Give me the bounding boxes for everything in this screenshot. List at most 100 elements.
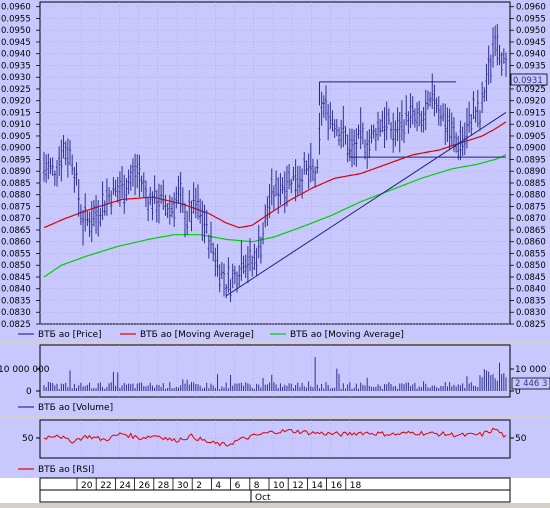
- volume-left-tick: 10 000 000: [0, 365, 50, 375]
- price-tick-label-left: 0.0945: [1, 38, 31, 48]
- price-tick-label-right: 0.0860: [516, 238, 546, 248]
- ma-green-line: [43, 154, 507, 278]
- day-label: 22: [100, 481, 111, 491]
- price-tick-label-right: 0.0960: [516, 3, 546, 13]
- last-price-label: 0.0931: [513, 76, 543, 86]
- price-legend: ВТБ ао [Price] ВТБ ао [Moving Average] В…: [18, 330, 404, 340]
- ascending-trendline: [225, 112, 507, 297]
- ma-green-path: [43, 154, 507, 278]
- day-label: 10: [273, 481, 285, 491]
- price-tick-label-right: 0.0945: [516, 38, 546, 48]
- price-tick-label-left: 0.0930: [1, 73, 31, 83]
- price-tick-label-left: 0.0825: [1, 320, 31, 330]
- day-label: 6: [235, 481, 241, 491]
- price-tick-label-left: 0.0830: [1, 308, 31, 318]
- price-tick-label-right: 0.0905: [516, 132, 546, 142]
- price-tick-label-right: 0.0940: [516, 50, 546, 60]
- day-label: 12: [292, 481, 303, 491]
- price-tick-label-right: 0.0875: [516, 202, 546, 212]
- price-tick-label-left: 0.0940: [1, 50, 31, 60]
- price-tick-label-left: 0.0855: [1, 249, 31, 259]
- legend-label-price: ВТБ ао [Price]: [38, 330, 102, 340]
- day-label: 26: [139, 481, 151, 491]
- volume-right-tick: 10 000 000: [515, 365, 550, 375]
- price-tick-label-left: 0.0925: [1, 85, 31, 95]
- price-tick-label-right: 0.0955: [516, 14, 546, 24]
- price-tick-label-left: 0.0900: [1, 144, 31, 154]
- price-tick-label-left: 0.0835: [1, 296, 31, 306]
- price-tick-label-right: 0.0870: [516, 214, 546, 224]
- price-tick-label-right: 0.0880: [516, 191, 546, 201]
- price-tick-label-right: 0.0835: [516, 296, 546, 306]
- legend-label-rsi: ВТБ ао [RSI]: [38, 465, 94, 475]
- day-label: 20: [81, 481, 93, 491]
- price-tick-label-left: 0.0845: [1, 273, 31, 283]
- price-tick-label-left: 0.0865: [1, 226, 31, 236]
- price-tick-label-right: 0.0885: [516, 179, 546, 189]
- price-tick-label-left: 0.0880: [1, 191, 31, 201]
- price-grid: [40, 2, 510, 325]
- price-tick-label-right: 0.0925: [516, 85, 546, 95]
- price-tick-label-left: 0.0840: [1, 285, 31, 295]
- last-price-badge: 0.0931: [510, 73, 548, 86]
- price-tick-label-left: 0.0870: [1, 214, 31, 224]
- rsi-left-tick: 50: [22, 434, 34, 444]
- price-tick-label-right: 0.0830: [516, 308, 546, 318]
- volume-right-zero: 0: [515, 387, 521, 397]
- price-tick-label-left: 0.0920: [1, 97, 31, 107]
- price-tick-label-left: 0.0850: [1, 261, 31, 271]
- price-tick-label-right: 0.0850: [516, 261, 546, 271]
- price-tick-label-left: 0.0935: [1, 61, 31, 71]
- price-tick-label-left: 0.0950: [1, 26, 31, 36]
- legend-label-ma-red: ВТБ ао [Moving Average]: [140, 330, 254, 340]
- price-tick-label-right: 0.0865: [516, 226, 546, 236]
- day-label: 4: [215, 481, 221, 491]
- price-tick-label-left: 0.0905: [1, 132, 31, 142]
- price-tick-label-left: 0.0860: [1, 238, 31, 248]
- price-plot-area: [39, 1, 511, 325]
- day-label: 30: [177, 481, 189, 491]
- price-tick-label-right: 0.0855: [516, 249, 546, 259]
- price-tick-label-left: 0.0875: [1, 202, 31, 212]
- price-tick-label-right: 0.0845: [516, 273, 546, 283]
- price-tick-label-right: 0.0840: [516, 285, 546, 295]
- ma-red-line: [43, 121, 507, 229]
- volume-left-zero: 0: [26, 387, 32, 397]
- trendline-drawings[interactable]: [225, 81, 507, 297]
- price-tick-label-left: 0.0915: [1, 108, 31, 118]
- time-axis-day-labels: 20 22 24 26 28 30 2 4 6 8 10 12 14 16 18: [76, 478, 362, 491]
- price-tick-label-left: 0.0890: [1, 167, 31, 177]
- volume-plot-area: [39, 344, 511, 398]
- price-tick-label-right: 0.0825: [516, 320, 546, 330]
- price-tick-label-left: 0.0895: [1, 155, 31, 165]
- day-label: 14: [311, 481, 323, 491]
- last-volume-label: 2 446 3: [515, 379, 547, 389]
- price-tick-label-right: 0.0950: [516, 26, 546, 36]
- price-tick-label-right: 0.0910: [516, 120, 546, 130]
- legend-label-volume: ВТБ ао [Volume]: [38, 403, 113, 413]
- price-tick-label-right: 0.0890: [516, 167, 546, 177]
- price-bars: [42, 23, 508, 303]
- ma-red-path: [43, 121, 507, 229]
- day-label: 18: [350, 481, 362, 491]
- volume-bars: [43, 357, 507, 391]
- price-tick-label-right: 0.0920: [516, 97, 546, 107]
- price-tick-label-left: 0.0960: [1, 3, 31, 13]
- price-tick-label-right: 0.0895: [516, 155, 546, 165]
- day-label: 16: [331, 481, 343, 491]
- rsi-path: [43, 427, 507, 447]
- price-tick-label-left: 0.0910: [1, 120, 31, 130]
- price-tick-label-right: 0.0935: [516, 61, 546, 71]
- price-tick-label-right: 0.0900: [516, 144, 546, 154]
- price-tick-label-right: 0.0915: [516, 108, 546, 118]
- day-label: 28: [158, 481, 170, 491]
- rsi-right-tick: 50: [515, 434, 527, 444]
- day-label: 2: [196, 481, 202, 491]
- day-label: 8: [254, 481, 260, 491]
- price-tick-label-left: 0.0955: [1, 14, 31, 24]
- legend-label-ma-green: ВТБ ао [Moving Average]: [290, 330, 404, 340]
- last-volume-badge: [511, 377, 550, 390]
- rsi-line: [43, 427, 507, 447]
